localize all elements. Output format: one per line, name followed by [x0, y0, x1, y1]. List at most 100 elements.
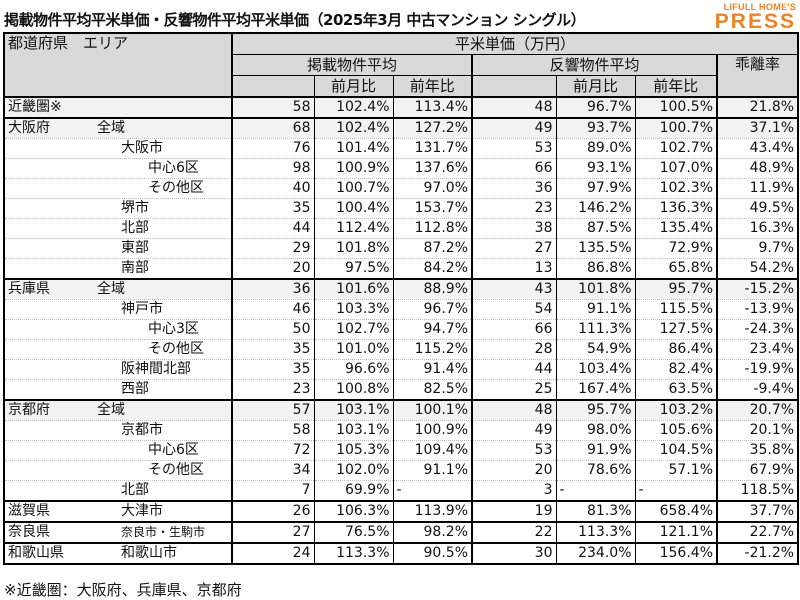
sub-area-label: 堺市 [121, 200, 149, 216]
gap-rate-cell: -19.9% [716, 359, 799, 380]
listed-mom-cell: 102.4% [313, 117, 393, 139]
gap-rate-cell: 54.2% [716, 258, 799, 280]
table-row: 北部 44 112.4% 112.8% 38 87.5% 135.4% 16.3% [4, 218, 799, 239]
prefecture-label: 兵庫県 [8, 281, 50, 297]
listed-mom-cell: 97.5% [313, 258, 393, 280]
listed-yoy-cell: 91.1% [392, 460, 473, 481]
listed-price-cell: 27 [231, 521, 314, 544]
gap-rate-cell: 37.7% [716, 500, 799, 523]
inquiry-mom-cell: 96.7% [555, 97, 635, 119]
table-row: 南部 20 97.5% 84.2% 13 86.8% 65.8% 54.2% [4, 258, 799, 280]
inquiry-price-cell: 20 [471, 460, 556, 481]
inquiry-yoy-cell: 86.4% [634, 339, 718, 360]
listed-yoy-cell: 115.2% [392, 339, 473, 360]
inquiry-mom-cell: 87.5% [555, 218, 635, 239]
inquiry-mom-cell: 91.9% [555, 440, 635, 461]
sub-area-label: 阪神間北部 [121, 361, 191, 377]
table-row: 中心6区 72 105.3% 109.4% 53 91.9% 104.5% 35.8% [4, 440, 799, 461]
listed-price-cell: 7 [231, 480, 314, 502]
gap-rate-cell: 35.8% [716, 440, 799, 461]
area-cell: 中心6区 [4, 440, 233, 461]
listed-mom-cell: 106.3% [313, 500, 393, 523]
inquiry-price-cell: 53 [471, 440, 556, 461]
inquiry-yoy-cell: 103.2% [634, 399, 718, 421]
inquiry-price-cell: 53 [471, 138, 556, 159]
gap-rate-cell: 11.9% [716, 178, 799, 199]
inquiry-price-cell: 27 [471, 238, 556, 259]
inquiry-yoy-cell: 100.7% [634, 117, 718, 139]
listed-mom-cell: 101.4% [313, 138, 393, 159]
inquiry-mom-cell: 93.1% [555, 158, 635, 179]
inquiry-mom-cell: 135.5% [555, 238, 635, 259]
sub-area-label: 南部 [121, 260, 149, 276]
sub-area-label: 北部 [121, 220, 149, 236]
listed-mom-cell: 100.8% [313, 379, 393, 401]
inquiry-price-cell: 28 [471, 339, 556, 360]
listed-mom-cell: 96.6% [313, 359, 393, 380]
header-gap: 乖離率 [716, 54, 799, 98]
listed-mom-cell: 103.1% [313, 399, 393, 421]
listed-price-cell: 46 [231, 299, 314, 320]
table-row: 堺市 35 100.4% 153.7% 23 146.2% 136.3% 49.5% [4, 198, 799, 219]
table-row: その他区 34 102.0% 91.1% 20 78.6% 57.1% 67.9% [4, 460, 799, 481]
inquiry-yoy-cell: 121.1% [634, 521, 718, 544]
gap-rate-cell: 20.1% [716, 420, 799, 441]
listed-mom-cell: 102.0% [313, 460, 393, 481]
inquiry-price-cell: 3 [471, 480, 556, 502]
sub-area-label: 大阪市 [121, 140, 163, 156]
sub-area-label: 奈良市・生駒市 [121, 525, 206, 539]
inquiry-mom-cell: 78.6% [555, 460, 635, 481]
area-cell: 中心6区 [4, 158, 233, 179]
gap-rate-cell: 48.9% [716, 158, 799, 179]
gap-rate-cell: -15.2% [716, 278, 799, 300]
header-area: 都道府県 エリア [3, 32, 233, 98]
logo-line1: LIFULL HOME'S [723, 2, 796, 12]
listed-price-cell: 72 [231, 440, 314, 461]
inquiry-price-cell: 38 [471, 218, 556, 239]
inquiry-mom-cell: 91.1% [555, 299, 635, 320]
header-listed-yoy: 前年比 [392, 75, 473, 98]
table-row: 近畿圏※ 58 102.4% 113.4% 48 96.7% 100.5% 21.8% [4, 97, 799, 119]
inquiry-mom-cell: 146.2% [555, 198, 635, 219]
inquiry-mom-cell: 93.7% [555, 117, 635, 139]
area-cell: 滋賀県 大津市 [4, 500, 233, 523]
listed-yoy-cell: 127.2% [392, 117, 473, 139]
inquiry-yoy-cell: 658.4% [634, 500, 718, 523]
inquiry-yoy-cell: 57.1% [634, 460, 718, 481]
sub-area-label: 全域 [97, 402, 125, 418]
lifull-press-logo: LIFULL HOME'S PRESS [715, 2, 796, 32]
listed-price-cell: 58 [231, 420, 314, 441]
gap-rate-cell: 16.3% [716, 218, 799, 239]
inquiry-price-cell: 66 [471, 319, 556, 340]
table-body: 近畿圏※ 58 102.4% 113.4% 48 96.7% 100.5% 21.8% 大阪府… [4, 97, 799, 565]
gap-rate-cell: 22.7% [716, 521, 799, 544]
sub-area-label: 北部 [121, 482, 149, 498]
inquiry-mom-cell: 111.3% [555, 319, 635, 340]
area-cell: 阪神間北部 [4, 359, 233, 380]
listed-price-cell: 20 [231, 258, 314, 280]
area-cell: 中心3区 [4, 319, 233, 340]
inquiry-mom-cell: 95.7% [555, 399, 635, 421]
gap-rate-cell: 20.7% [716, 399, 799, 421]
listed-price-cell: 29 [231, 238, 314, 259]
area-cell: 北部 [4, 218, 233, 239]
inquiry-yoy-cell: - [634, 480, 718, 502]
inquiry-price-cell: 13 [471, 258, 556, 280]
listed-yoy-cell: 153.7% [392, 198, 473, 219]
inquiry-yoy-cell: 107.0% [634, 158, 718, 179]
listed-mom-cell: 101.6% [313, 278, 393, 300]
sub-area-label: 和歌山市 [121, 545, 177, 561]
area-cell: 京都市 [4, 420, 233, 441]
header-inquiry-mom: 前月比 [555, 75, 636, 98]
inquiry-price-cell: 66 [471, 158, 556, 179]
prefecture-label: 京都府 [8, 402, 50, 418]
listed-mom-cell: 69.9% [313, 480, 393, 502]
inquiry-mom-cell: 101.8% [555, 278, 635, 300]
area-cell: 近畿圏※ [4, 97, 233, 119]
inquiry-price-cell: 22 [471, 521, 556, 544]
area-cell: 京都府 全域 [4, 399, 233, 421]
listed-price-cell: 23 [231, 379, 314, 401]
inquiry-mom-cell: 98.0% [555, 420, 635, 441]
listed-yoy-cell: 112.8% [392, 218, 473, 239]
table-row: 奈良県 奈良市・生駒市 27 76.5% 98.2% 22 113.3% 121.1% 22.… [4, 521, 799, 544]
